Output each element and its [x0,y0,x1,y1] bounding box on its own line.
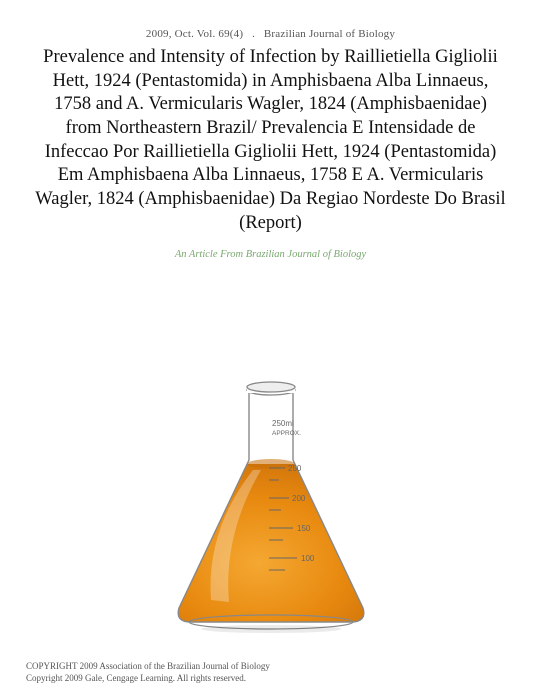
separator: . [252,28,255,40]
issue-text: 2009, Oct. Vol. 69(4) [146,28,243,40]
svg-text:200: 200 [292,494,306,503]
flask-illustration: 250ml APPROX. 250 200 150 100 [151,370,391,635]
article-subtitle: An Article From Brazilian Journal of Bio… [0,235,541,260]
header-meta: 2009, Oct. Vol. 69(4) . Brazilian Journa… [0,0,541,40]
copyright-block: COPYRIGHT 2009 Association of the Brazil… [26,660,270,684]
svg-text:150: 150 [297,524,311,533]
journal-name: Brazilian Journal of Biology [264,28,395,40]
flask-approx-label: APPROX. [272,430,301,437]
copyright-line-1: COPYRIGHT 2009 Association of the Brazil… [26,660,270,672]
flask-vol-label: 250ml [272,419,294,428]
article-title: Prevalence and Intensity of Infection by… [0,40,541,235]
svg-text:100: 100 [301,554,315,563]
svg-text:250: 250 [288,464,302,473]
copyright-line-2: Copyright 2009 Gale, Cengage Learning. A… [26,672,270,684]
